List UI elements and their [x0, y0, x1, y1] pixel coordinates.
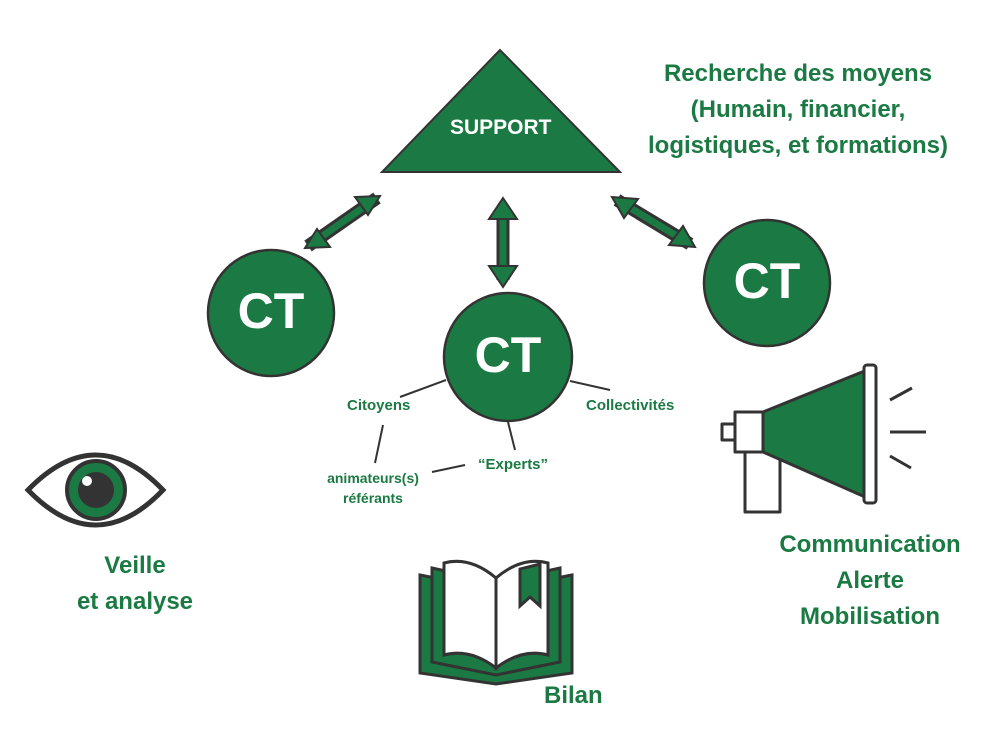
- actor-animateurs: animateurs(s) référants: [314, 468, 432, 508]
- ct-label-left: CT: [237, 283, 305, 339]
- double-arrow-icon: [610, 194, 697, 250]
- bilan-label: Bilan: [544, 682, 603, 709]
- veille-text: Veille et analyse: [50, 548, 220, 620]
- eye-icon: [24, 452, 167, 528]
- ct-label-right: CT: [733, 253, 801, 309]
- moyens-line-1: Recherche des moyens: [663, 60, 933, 87]
- book-icon: [418, 559, 574, 686]
- support-label: SUPPORT: [450, 116, 552, 139]
- support-triangle: [379, 48, 623, 173]
- communication-line-1: Communication: [779, 531, 961, 558]
- actor-connectors: [374, 379, 611, 473]
- ct-label-center: CT: [474, 327, 542, 383]
- moyens-text: Recherche des moyens (Humain, financier,…: [626, 56, 970, 164]
- veille-line-1: Veille: [104, 552, 166, 579]
- communication-line-3: Mobilisation: [800, 603, 940, 630]
- moyens-line-2: (Humain, financier,: [690, 96, 906, 123]
- double-arrow-icon: [303, 192, 382, 252]
- veille-line-2: et analyse: [76, 588, 194, 615]
- ct-node-left: [206, 248, 336, 378]
- animateurs-line-1: animateurs(s): [327, 470, 419, 486]
- double-arrow-icon: [487, 196, 519, 289]
- actor-experts: “Experts”: [478, 456, 549, 473]
- ct-node-center: [442, 291, 574, 423]
- communication-line-2: Alerte: [835, 567, 905, 594]
- ct-node-right: [702, 218, 832, 348]
- communication-text: Communication Alerte Mobilisation: [764, 527, 976, 635]
- megaphone-icon: [720, 363, 926, 514]
- animateurs-line-2: référants: [343, 490, 403, 506]
- actor-citoyens: Citoyens: [347, 397, 411, 414]
- actor-collectivites: Collectivités: [586, 397, 675, 414]
- moyens-line-3: logistiques, et formations): [647, 132, 949, 159]
